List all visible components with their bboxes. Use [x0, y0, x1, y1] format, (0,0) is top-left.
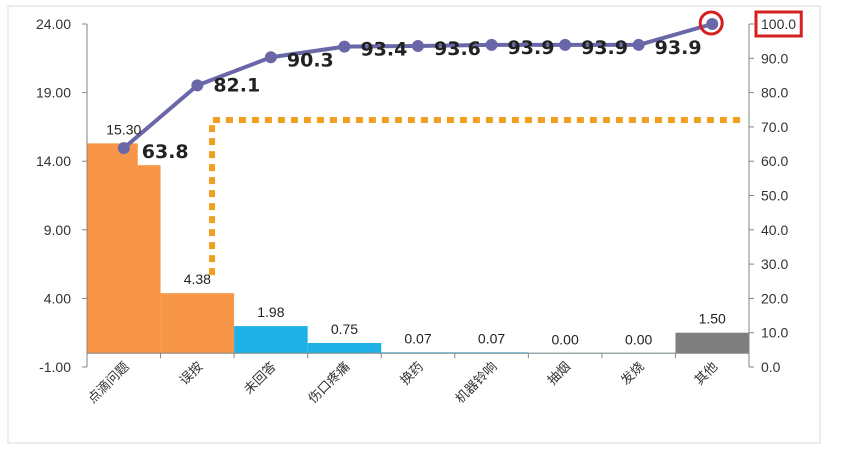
bar-1 [87, 143, 161, 354]
right-tick-label: 30.0 [761, 256, 788, 272]
bar-value-label: 0.00 [625, 331, 652, 347]
left-tick-label: 9.00 [44, 222, 71, 238]
left-tick-label: 4.00 [44, 290, 71, 306]
bar-value-label: 1.50 [699, 311, 726, 327]
cumulative-point-2 [191, 79, 204, 92]
right-tick-label: 20.0 [761, 290, 788, 306]
label-background [137, 139, 192, 166]
highlight-box [754, 10, 803, 38]
cumulative-point-7 [559, 38, 572, 51]
right-tick-label: 90.0 [761, 50, 788, 66]
cumulative-value-label: 82.1 [213, 74, 260, 96]
left-tick-label: 14.00 [36, 153, 71, 169]
chart-frame [7, 5, 821, 444]
bar-value-label: 15.30 [106, 121, 141, 137]
data-labels-layer: 15.30 4.38 1.98 0.75 0.07 0.07 0.00 0.00 1.50 63.… [106, 37, 726, 347]
bar-2 [160, 293, 235, 354]
bar-value-label: 1.98 [257, 304, 284, 320]
cumulative-value-label: 93.6 [434, 38, 481, 60]
right-tick-label: 100.0 [761, 16, 796, 32]
cumulative-value-label: 93.9 [581, 37, 628, 59]
cumulative-point-4 [338, 40, 351, 53]
cumulative-point-6 [485, 38, 498, 51]
cumulative-value-label: 93.9 [655, 37, 702, 59]
bar-9 [675, 332, 749, 354]
right-tick-label: 60.0 [761, 153, 788, 169]
bar-value-label: 0.07 [478, 330, 505, 346]
cumulative-point-1 [117, 142, 130, 155]
cumulative-value-label: 93.9 [508, 37, 555, 59]
right-tick-label: 80.0 [761, 85, 788, 101]
reference-layer [209, 117, 746, 276]
bar-4 [307, 342, 382, 354]
cumulative-point-5 [412, 39, 424, 52]
bar-value-label: 0.07 [404, 330, 431, 346]
highlight-circle [698, 10, 724, 36]
right-tick-label: 40.0 [761, 222, 788, 238]
cumulative-value-label: 93.4 [360, 39, 407, 61]
cumulative-line-layer [117, 10, 724, 155]
cumulative-point-9 [706, 18, 719, 30]
cumulative-point-8 [632, 38, 645, 51]
bar-3 [234, 326, 308, 354]
right-tick-label: 10.0 [761, 325, 788, 341]
cumulative-point-3 [264, 51, 277, 64]
cumulative-value-label: 90.3 [287, 49, 334, 71]
bar-value-label: 0.75 [331, 321, 358, 337]
right-tick-label: 50.0 [761, 188, 788, 204]
left-tick-label: 19.00 [36, 85, 71, 101]
reference-dotted-line [209, 117, 746, 276]
bar-value-label: 0.00 [551, 331, 578, 347]
right-tick-label: 0.0 [761, 359, 781, 375]
bar-value-label: 4.38 [184, 271, 211, 287]
left-tick-label: 24.00 [36, 16, 71, 32]
left-tick-label: -1.00 [39, 359, 71, 375]
right-tick-label: 70.0 [761, 119, 788, 135]
cumulative-value-label: 63.8 [142, 141, 189, 163]
